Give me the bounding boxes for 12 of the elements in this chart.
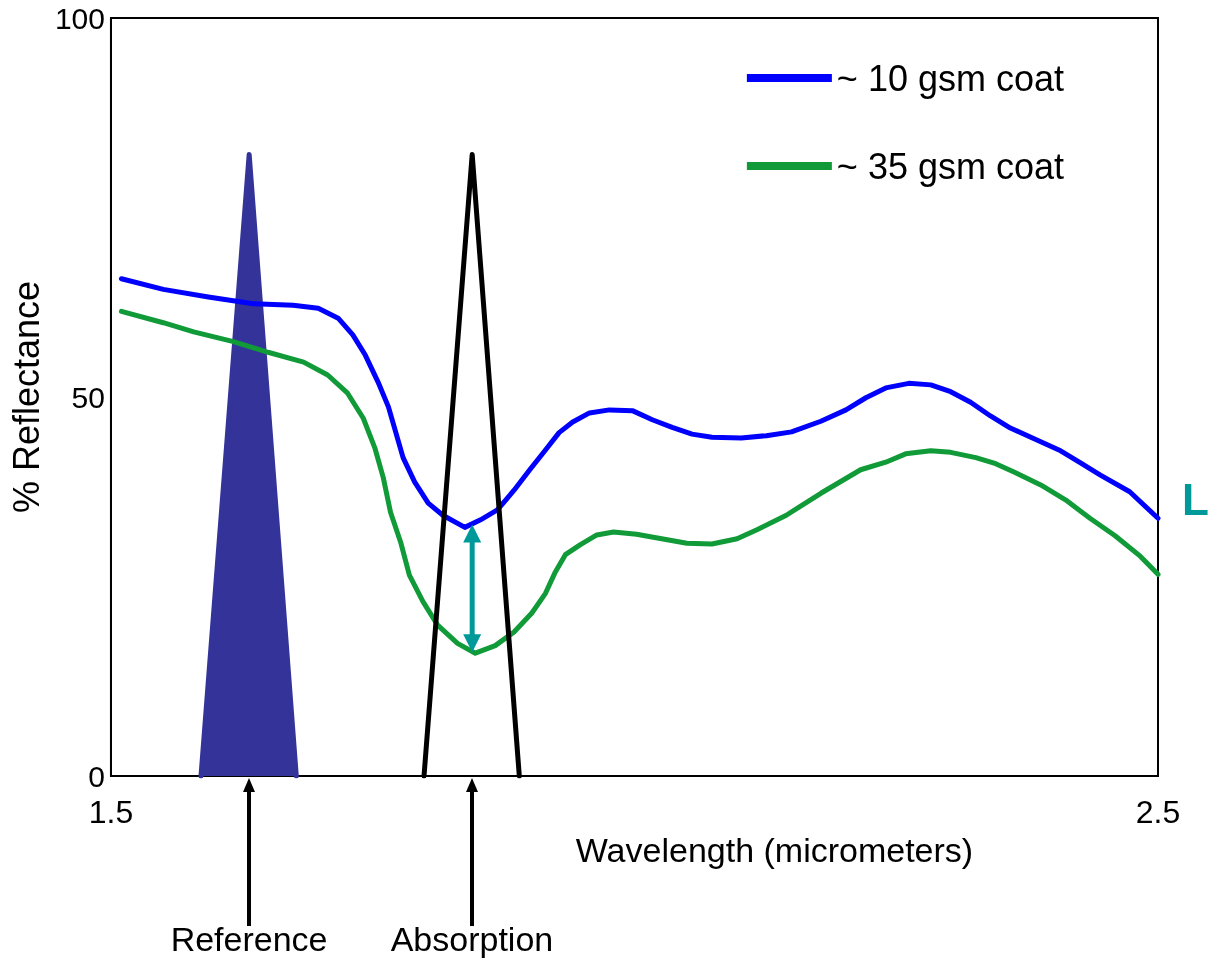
y-axis-title: % Reflectance [5, 280, 47, 514]
x-axis-title: Wavelength (micrometers) [575, 830, 974, 869]
y-tick-label: 100 [54, 1, 105, 35]
legend-label: ~ 35 gsm coat [836, 145, 1065, 187]
x-tick-label: 1.5 [88, 794, 134, 830]
y-tick-label: 0 [88, 759, 105, 793]
legend-label: ~ 10 gsm coat [836, 57, 1065, 99]
y-tick-label: 50 [71, 380, 105, 414]
x-tick-label: 2.5 [1135, 794, 1181, 830]
text: L [1182, 475, 1209, 525]
text: Absorption [390, 920, 554, 958]
text: Reference [170, 920, 328, 958]
